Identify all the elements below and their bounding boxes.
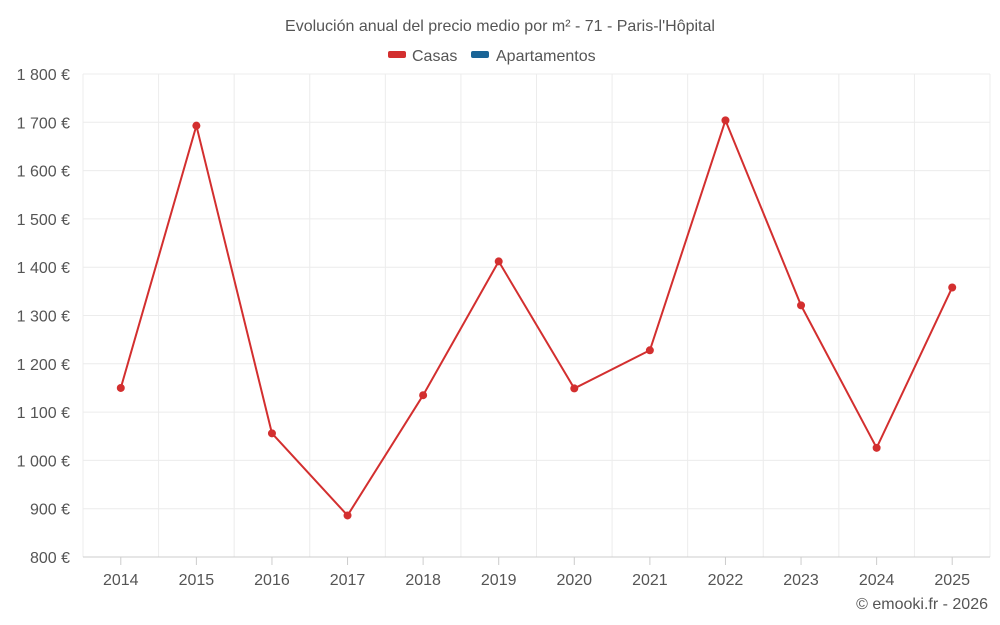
x-tick-label: 2022 [708,572,744,589]
legend-item-apartamentos[interactable]: Apartamentos [471,48,596,65]
y-tick-label: 1 700 € [17,115,70,132]
chart-title: Evolución anual del precio medio por m² … [285,18,715,35]
data-point[interactable] [116,383,125,392]
x-tick-label: 2019 [481,572,517,589]
x-gridlines [82,74,991,557]
x-tick-label: 2018 [405,572,441,589]
data-point[interactable] [343,511,352,520]
y-tick-label: 900 € [30,502,70,519]
legend: Casas Apartamentos [388,48,596,65]
y-axis-ticks: 800 € 900 € 1 000 € 1 100 € 1 200 € 1 300 € 1 … [17,67,70,567]
data-point[interactable] [419,391,428,400]
data-point[interactable] [721,116,730,125]
y-tick-label: 1 200 € [17,357,70,374]
y-tick-label: 1 500 € [17,212,70,229]
y-tick-label: 1 100 € [17,405,70,422]
data-point[interactable] [645,346,654,355]
credit-text: © emooki.fr - 2026 [856,596,988,613]
x-tick-label: 2024 [859,572,895,589]
data-point[interactable] [948,283,957,292]
x-tick-label: 2025 [934,572,970,589]
x-axis-ticks: 2014 2015 2016 2017 2018 2019 2020 2021 2022 2023… [103,557,970,589]
legend-label-casas: Casas [412,48,457,65]
data-point[interactable] [494,257,503,266]
x-tick-label: 2014 [103,572,139,589]
series-line-casas [119,119,954,517]
series-casas [116,116,957,520]
y-tick-label: 1 800 € [17,67,70,84]
x-tick-label: 2016 [254,572,290,589]
x-tick-label: 2023 [783,572,819,589]
data-point[interactable] [570,384,579,393]
x-tick-label: 2021 [632,572,668,589]
legend-swatch-casas [388,51,406,58]
legend-label-apartamentos: Apartamentos [496,48,596,65]
data-point[interactable] [192,121,201,130]
x-tick-label: 2020 [556,572,592,589]
data-point[interactable] [267,429,276,438]
y-tick-label: 1 400 € [17,260,70,277]
y-tick-label: 1 300 € [17,309,70,326]
legend-item-casas[interactable]: Casas [388,48,457,65]
y-tick-label: 1 600 € [17,164,70,181]
y-tick-label: 1 000 € [17,453,70,470]
legend-swatch-apartamentos [471,51,489,58]
x-tick-label: 2015 [179,572,215,589]
x-tick-label: 2017 [330,572,366,589]
data-point[interactable] [872,443,881,452]
data-point[interactable] [797,301,806,310]
y-tick-label: 800 € [30,550,70,567]
